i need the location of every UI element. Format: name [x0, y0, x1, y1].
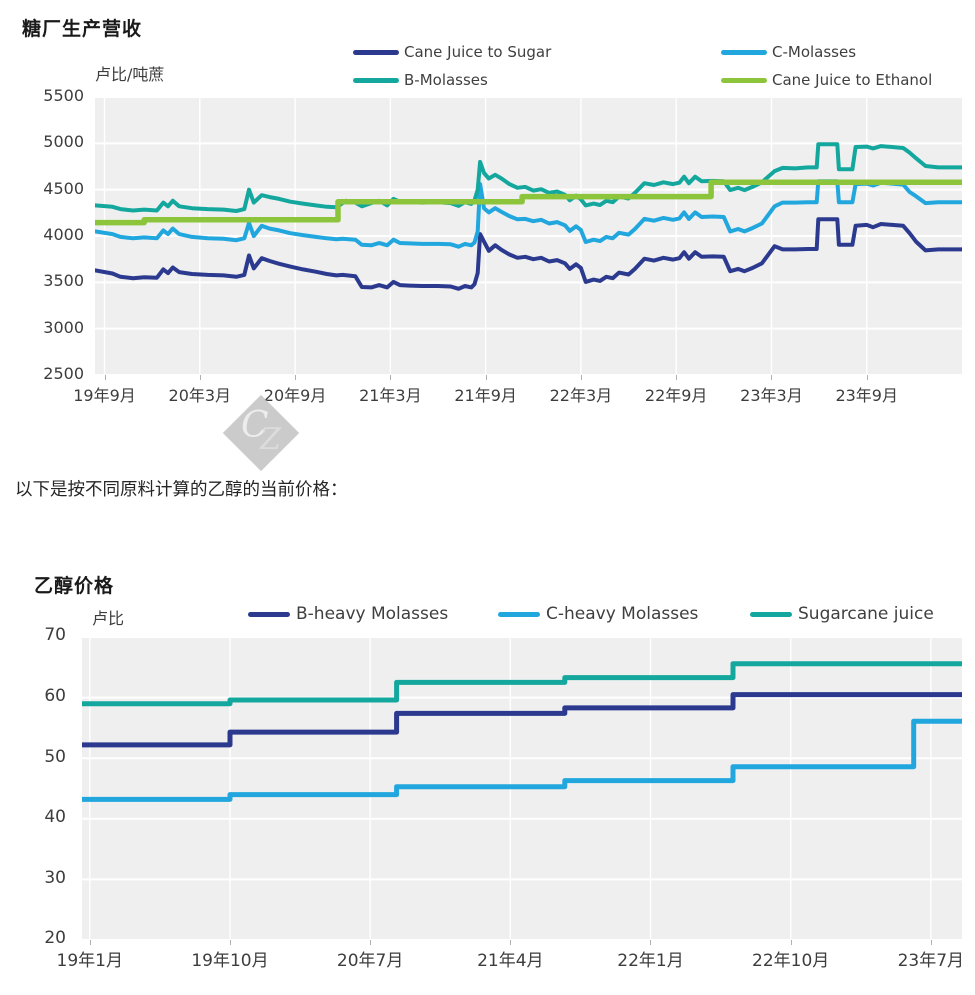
legend-item-c-molasses: C-Molasses	[721, 43, 856, 61]
legend-label: C-Molasses	[772, 43, 857, 61]
ethanol-y-tick-label: 60	[44, 686, 66, 707]
revenue-y-tick-label: 4500	[43, 178, 84, 198]
revenue-y-tick-label: 3000	[43, 317, 84, 337]
legend-label: B-heavy Molasses	[296, 604, 449, 624]
revenue-chart-svg	[95, 97, 962, 375]
ethanol-y-tick-label: 40	[44, 807, 66, 828]
watermark-letter-c: C	[241, 405, 269, 446]
x-axis-tickmark	[866, 375, 868, 380]
x-axis-tickmark	[676, 375, 678, 380]
revenue-y-tick-label: 3500	[43, 271, 84, 291]
series-line-c-molasses	[95, 179, 962, 249]
ethanol-y-tick-label: 70	[44, 625, 66, 646]
legend-swatch-cane-juice-to-sugar	[353, 49, 399, 55]
ethanol-x-tick-label: 21年4月	[477, 951, 544, 971]
ethanol-chart-title: 乙醇价格	[34, 575, 115, 597]
legend-label: B-Molasses	[404, 71, 488, 89]
ethanol-x-tick-label: 22年10月	[752, 951, 830, 971]
ethanol-y-axis-unit: 卢比	[92, 609, 125, 628]
ethanol-y-tick-label: 30	[44, 867, 66, 888]
x-axis-tickmark	[295, 375, 297, 380]
legend-item-b-heavy-molasses: B-heavy Molasses	[248, 604, 448, 624]
watermark-letter-z: Z	[260, 422, 281, 457]
revenue-x-tick-label: 23年9月	[835, 386, 898, 405]
x-axis-tickmark	[930, 940, 932, 945]
ethanol-y-tick-label: 50	[44, 746, 66, 767]
x-axis-tickmark	[790, 940, 792, 945]
legend-swatch-sugarcane-juice	[750, 611, 792, 617]
ethanol-chart-svg	[82, 637, 962, 940]
ethanol-x-tick-label: 19年10月	[191, 951, 269, 971]
series-line-b-molasses	[95, 142, 962, 213]
ethanol-plot-area: C Z	[82, 637, 962, 940]
cz-watermark: C Z	[222, 394, 300, 472]
series-line-c-heavy-molasses	[82, 718, 962, 802]
x-axis-tickmark	[510, 940, 512, 945]
revenue-x-tick-label: 19年9月	[73, 386, 136, 405]
x-axis-tickmark	[370, 940, 372, 945]
revenue-y-axis-unit: 卢比/吨蔗	[95, 65, 165, 84]
revenue-y-tick-label: 5000	[43, 132, 84, 152]
revenue-x-tick-label: 22年9月	[644, 386, 708, 405]
x-axis-tickmark	[390, 375, 392, 380]
revenue-y-tick-label: 4000	[43, 225, 84, 245]
legend-item-b-molasses: B-Molasses	[353, 71, 488, 89]
intro-text: 以下是按不同原料计算的乙醇的当前价格：	[15, 480, 348, 500]
legend-swatch-b-heavy-molasses	[248, 611, 290, 617]
legend-swatch-c-heavy-molasses	[498, 611, 540, 617]
x-axis-tickmark	[771, 375, 773, 380]
ethanol-x-tick-label: 22年1月	[617, 951, 684, 971]
revenue-x-tick-label: 23年3月	[740, 386, 803, 405]
revenue-x-tick-label: 20年3月	[168, 386, 232, 405]
legend-swatch-cane-juice-to-ethanol	[721, 77, 767, 83]
legend-item-sugarcane-juice: Sugarcane juice	[750, 604, 934, 624]
revenue-plot-area: C Z	[95, 97, 962, 472]
revenue-x-tick-label: 21年9月	[454, 386, 517, 405]
x-axis-tickmark	[580, 375, 582, 380]
legend-item-cane-juice-to-ethanol: Cane Juice to Ethanol	[721, 71, 932, 89]
ethanol-x-tick-label: 23年7月	[897, 951, 965, 971]
x-axis-tickmark	[650, 940, 652, 945]
series-line-sugarcane-juice	[82, 661, 962, 707]
ethanol-x-tick-label: 20年7月	[336, 951, 404, 971]
series-line-cane-juice-to-sugar	[95, 217, 962, 291]
legend-swatch-b-molasses	[353, 77, 399, 83]
legend-label: Cane Juice to Sugar	[404, 43, 552, 61]
ethanol-y-tick-label: 20	[44, 928, 66, 949]
ethanol-x-tick-label: 19年1月	[56, 951, 123, 971]
revenue-x-tick-label: 22年3月	[549, 386, 613, 405]
legend-item-c-heavy-molasses: C-heavy Molasses	[498, 604, 698, 624]
series-line-b-heavy-molasses	[82, 692, 962, 748]
legend-label: Cane Juice to Ethanol	[772, 71, 933, 89]
legend-item-cane-juice-to-sugar: Cane Juice to Sugar	[353, 43, 551, 61]
x-axis-tickmark	[89, 940, 91, 945]
legend-label: Sugarcane juice	[798, 604, 934, 624]
revenue-x-tick-label: 21年3月	[359, 386, 422, 405]
revenue-y-tick-label: 2500	[43, 364, 84, 384]
x-axis-tickmark	[199, 375, 201, 380]
series-line-cane-juice-to-ethanol	[95, 179, 962, 226]
legend-label: C-heavy Molasses	[546, 604, 699, 624]
x-axis-tickmark	[104, 375, 106, 380]
x-axis-tickmark	[229, 940, 231, 945]
x-axis-tickmark	[485, 375, 487, 380]
legend-swatch-c-molasses	[721, 49, 767, 55]
revenue-x-tick-label: 20年9月	[263, 386, 327, 405]
revenue-chart-title: 糖厂生产营收	[22, 18, 143, 40]
revenue-y-tick-label: 5500	[43, 86, 84, 106]
